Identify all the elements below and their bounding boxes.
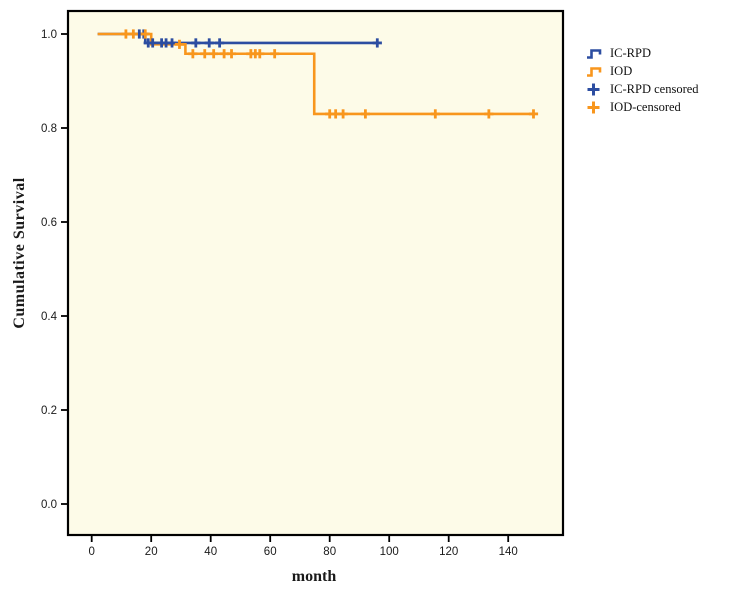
x-tick-label: 140 (499, 546, 518, 558)
y-tick-label: 0.2 (41, 405, 57, 417)
y-tick-label: 1.0 (41, 29, 57, 41)
x-tick-label: 80 (323, 546, 336, 558)
x-tick-label: 60 (264, 546, 277, 558)
legend-item: IC-RPD (586, 46, 699, 60)
legend-label: IOD-censored (610, 99, 681, 114)
step-line-icon (587, 66, 602, 77)
y-tick-label: 0.0 (41, 499, 57, 511)
x-tick-label: 120 (439, 546, 458, 558)
x-axis-title: month (291, 568, 337, 585)
legend-label: IC-RPD censored (610, 81, 699, 96)
plus-censored-icon (587, 83, 600, 95)
step-line-icon (587, 48, 602, 59)
survival-curve-iod (97, 32, 535, 116)
x-tick-label: 40 (204, 546, 217, 558)
legend-item: IC-RPD censored (586, 82, 699, 96)
y-tick-label: 0.8 (41, 123, 57, 135)
legend-label: IC-RPD (610, 45, 651, 60)
y-axis-title: Cumulative Survival (11, 177, 28, 329)
x-tick-label: 0 (88, 546, 94, 558)
y-tick-label: 0.6 (41, 217, 57, 229)
legend-item: IOD (586, 64, 699, 78)
y-tick-label: 0.4 (41, 311, 58, 323)
legend-item: IOD-censored (586, 100, 699, 114)
plus-censored-icon (587, 101, 600, 113)
x-tick-label: 100 (380, 546, 399, 558)
x-tick-label: 20 (145, 546, 158, 558)
legend-label: IOD (610, 63, 633, 78)
chart-legend: IC-RPD IOD IC-RPD censored IOD-censored (586, 46, 699, 114)
